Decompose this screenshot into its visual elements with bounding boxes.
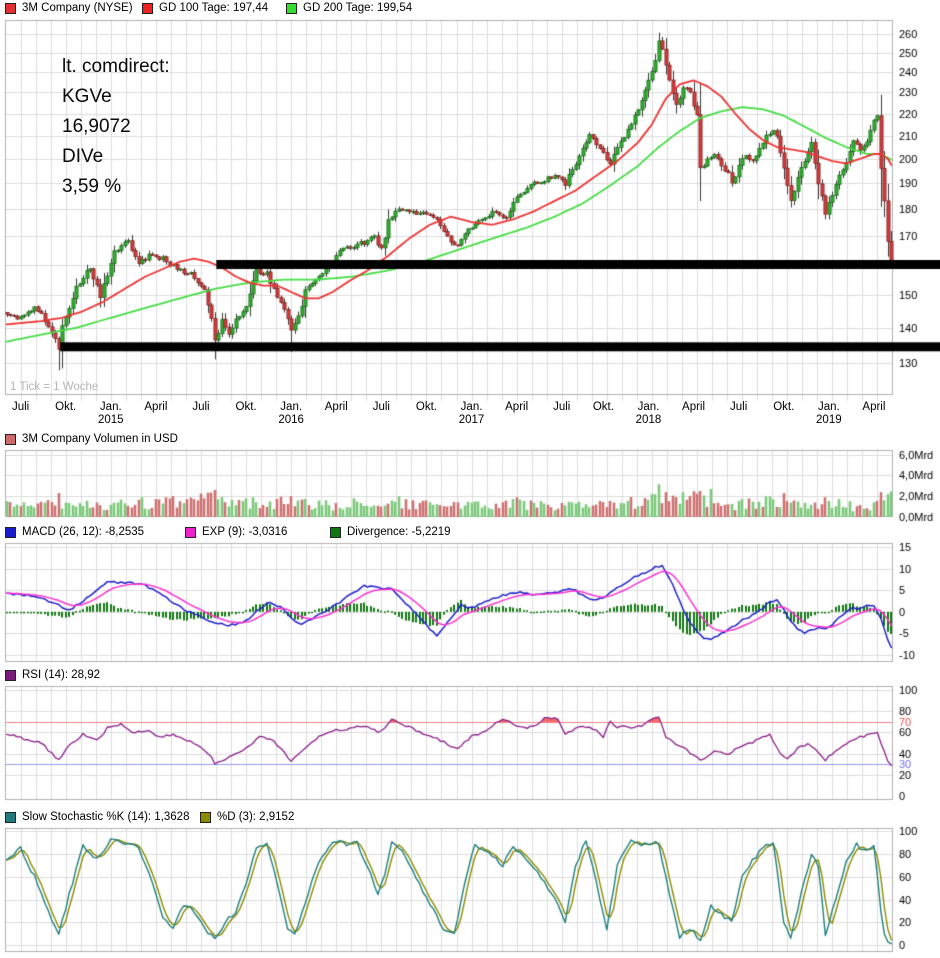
x-axis-tick-label: Okt. — [415, 401, 437, 413]
annotation-line: DIVe — [62, 146, 104, 167]
x-axis-tick-label: Juli — [11, 401, 30, 413]
volume-legend: 3M Company Volumen in USD — [0, 433, 940, 447]
analyst-annotation: lt. comdirect: KGVe 16,9072 DIVe 3,59 % — [62, 52, 170, 202]
stoch-k-swatch-icon — [5, 811, 16, 823]
legend-item-macd: MACD (26, 12): -8,2535 — [5, 526, 144, 538]
stoch-d-label: %D (3): 2,9152 — [217, 811, 295, 823]
macd-signal-label: EXP (9): -3,0316 — [202, 526, 288, 538]
legend-item-macd-signal: EXP (9): -3,0316 — [185, 526, 287, 538]
x-axis-tick-label: Jan. 2018 — [635, 401, 662, 426]
x-axis-tick-label: Jan. 2017 — [458, 401, 485, 426]
volume-swatch-icon — [5, 433, 16, 445]
x-axis-tick-label: April — [682, 401, 706, 413]
gd100-label: GD 100 Tage: 197,44 — [159, 2, 269, 14]
x-axis-tick-label: Okt. — [592, 401, 614, 413]
x-axis-tick-label: Okt. — [55, 401, 77, 413]
macd-swatch-icon — [5, 526, 16, 538]
macd-panel-canvas — [0, 540, 940, 666]
legend-item-instrument: 3M Company (NYSE) — [5, 2, 133, 14]
annotation-line: 16,9072 — [62, 116, 131, 137]
tick-interval-note: 1 Tick = 1 Woche — [10, 381, 99, 393]
rsi-swatch-icon — [5, 669, 16, 681]
rsi-panel-canvas — [0, 683, 940, 805]
x-axis-tick-label: Jan. 2015 — [98, 401, 124, 426]
x-axis-tick-label: Juli — [192, 401, 210, 413]
volume-label: 3M Company Volumen in USD — [22, 433, 178, 445]
x-axis-tick-label: April — [862, 401, 886, 413]
legend-item-gd200: GD 200 Tage: 199,54 — [286, 2, 412, 14]
x-axis-tick-label: Juli — [372, 401, 390, 413]
annotation-line: KGVe — [62, 86, 112, 107]
x-axis-tick-label: Jan. 2016 — [278, 401, 304, 426]
price-panel-canvas — [0, 18, 940, 432]
x-axis-tick-label: Juli — [553, 401, 571, 413]
price-legend: 3M Company (NYSE) GD 100 Tage: 197,44 GD… — [0, 2, 940, 16]
macd-legend: MACD (26, 12): -8,2535 EXP (9): -3,0316 … — [0, 526, 940, 540]
stoch-d-swatch-icon — [200, 811, 211, 823]
x-axis-tick-label: Jan. 2019 — [816, 401, 842, 426]
macd-signal-swatch-icon — [185, 526, 196, 538]
x-axis-tick-label: Juli — [730, 401, 748, 413]
annotation-line: 3,59 % — [62, 176, 122, 197]
gd100-swatch-icon — [142, 2, 153, 14]
gd200-label: GD 200 Tage: 199,54 — [303, 2, 413, 14]
instrument-swatch-icon — [5, 2, 16, 14]
x-axis-tick-label: April — [144, 401, 168, 413]
x-axis-tick-label: April — [505, 401, 529, 413]
stoch-k-label: Slow Stochastic %K (14): 1,3628 — [22, 811, 190, 823]
x-axis-tick-label: Okt. — [773, 401, 795, 413]
stoch-panel-canvas — [0, 825, 940, 956]
legend-item-divergence: Divergence: -5,2219 — [330, 526, 451, 538]
macd-label: MACD (26, 12): -8,2535 — [22, 526, 145, 538]
legend-item-gd100: GD 100 Tage: 197,44 — [142, 2, 268, 14]
gd200-swatch-icon — [286, 2, 297, 14]
volume-panel-canvas — [0, 446, 940, 522]
rsi-label: RSI (14): 28,92 — [22, 669, 100, 681]
instrument-label: 3M Company (NYSE) — [22, 2, 133, 14]
legend-item-rsi: RSI (14): 28,92 — [5, 669, 100, 681]
annotation-line: lt. comdirect: — [62, 56, 170, 77]
x-axis-tick-label: April — [324, 401, 348, 413]
divergence-label: Divergence: -5,2219 — [347, 526, 451, 538]
stoch-legend: Slow Stochastic %K (14): 1,3628 %D (3): … — [0, 811, 940, 825]
x-axis-tick-label: Okt. — [235, 401, 257, 413]
legend-item-stoch-k: Slow Stochastic %K (14): 1,3628 — [5, 811, 189, 823]
x-axis-labels: Juli Okt. Jan. 2015 April Juli Okt. Jan. 2016 Apr… — [0, 401, 940, 429]
divergence-swatch-icon — [330, 526, 341, 538]
legend-item-stoch-d: %D (3): 2,9152 — [200, 811, 294, 823]
legend-item-volume: 3M Company Volumen in USD — [5, 433, 178, 445]
rsi-legend: RSI (14): 28,92 — [0, 669, 940, 683]
